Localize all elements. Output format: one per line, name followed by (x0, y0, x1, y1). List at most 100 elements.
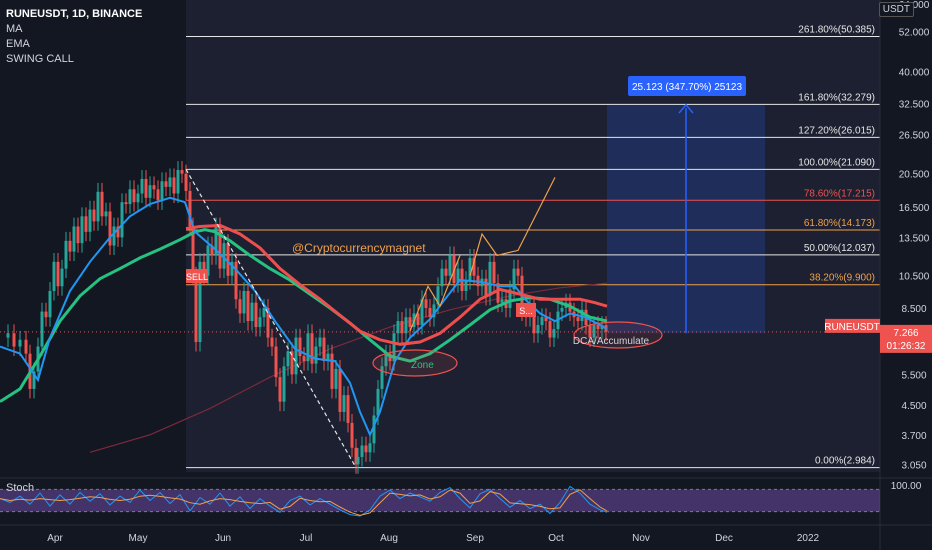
indicator-ema[interactable]: EMA (6, 38, 30, 50)
y-tick-label-13: 3.700 (901, 431, 926, 442)
candle-body (318, 337, 322, 347)
candle-body (576, 317, 580, 322)
current-price-label: 7.266 (893, 328, 918, 339)
candle-body (218, 226, 222, 269)
candle-body (230, 261, 234, 276)
indicator-ma[interactable]: MA (6, 23, 23, 35)
y-tick-label-2: 40.000 (899, 68, 930, 79)
y-tick-label-0: 64.000 (899, 0, 930, 11)
candle-body (60, 268, 64, 287)
candle-body (156, 189, 160, 201)
stoch-axis-label: 100.00 (891, 481, 922, 492)
symbol-badge-box (825, 318, 880, 333)
candle-body (432, 304, 436, 318)
candle-body (368, 443, 372, 453)
candle-body (242, 290, 246, 314)
fib-label-7: 38.20%(9.900) (809, 273, 875, 284)
ema-green-line (0, 228, 608, 403)
candle-body (338, 368, 342, 412)
candle-body (552, 329, 556, 338)
candle-body (100, 191, 104, 217)
candle-body (136, 193, 140, 203)
candle-body (258, 317, 262, 328)
candle-body (392, 333, 396, 362)
symbol-title[interactable]: RUNEUSDT, 1D, BINANCE (6, 8, 143, 20)
candle-body (496, 283, 500, 303)
symbol-badge: RUNEUSDT (824, 322, 880, 333)
candle-body (140, 178, 144, 194)
measure-label-box (628, 76, 746, 96)
candle-body (222, 243, 226, 269)
zone-label: Zone (411, 360, 434, 371)
y-tick-label-11: 5.500 (901, 370, 926, 381)
candle-body (360, 445, 364, 457)
stoch-label[interactable]: Stoch (6, 482, 35, 494)
candle-body (342, 395, 346, 412)
candle-body (32, 371, 36, 389)
candle-body (274, 346, 278, 378)
watermark-text: @Cryptocurrencymagnet (292, 241, 426, 255)
candle-body (322, 337, 326, 362)
current-price-box (880, 324, 932, 353)
candle-body (80, 216, 84, 244)
candle-body (408, 317, 412, 328)
stoch-band (0, 489, 880, 512)
candle-body (120, 202, 124, 238)
candle-body (372, 415, 376, 444)
candle-body (68, 240, 72, 252)
candle-body (536, 325, 540, 334)
candle-body (508, 289, 512, 308)
candle-body (384, 353, 388, 367)
x-tick-label-8: Dec (715, 533, 733, 544)
candle-body (88, 209, 92, 232)
zone-ellipse (372, 349, 458, 377)
candle-body (250, 302, 254, 322)
stoch-k-line (0, 485, 608, 517)
candle-body (380, 366, 384, 389)
candle-body (202, 261, 206, 276)
x-tick-label-1: May (129, 533, 148, 544)
price-axis-bg (880, 0, 932, 550)
candle-body (298, 337, 302, 357)
candle-body (448, 255, 452, 276)
candle-body (588, 325, 592, 338)
x-tick-label-2: Jun (215, 533, 231, 544)
y-tick-label-3: 32.500 (899, 99, 930, 110)
fib-label-8: 0.00%(2.984) (815, 456, 875, 467)
y-tick-label-9: 8.500 (901, 304, 926, 315)
y-tick-label-8: 10.500 (899, 272, 930, 283)
candle-body (148, 185, 152, 198)
candle-body (176, 169, 180, 194)
candle-body (194, 275, 198, 342)
y-tick-label-4: 26.500 (899, 131, 930, 142)
candle-body (424, 299, 428, 308)
y-tick-label-14: 3.050 (901, 460, 926, 471)
candle-body (440, 268, 444, 287)
candle-body (238, 299, 242, 314)
ema-blue-line (0, 196, 608, 438)
candle-body (544, 317, 548, 322)
candle-body (278, 377, 282, 402)
candle-body (96, 191, 100, 222)
candle-body (226, 243, 230, 276)
candle-body (356, 456, 360, 465)
candle-body (180, 169, 184, 174)
candle-body (376, 388, 380, 416)
candle-body (18, 339, 22, 347)
candle-body (84, 216, 88, 232)
indicator-swing-call[interactable]: SWING CALL (6, 53, 74, 65)
x-tick-label-3: Jul (300, 533, 313, 544)
candle-body (512, 268, 516, 290)
candle-body (294, 337, 298, 375)
candle-body (592, 325, 596, 338)
candle-body (444, 268, 448, 276)
currency-toggle[interactable]: USDT (878, 2, 914, 17)
candle-body (44, 311, 48, 318)
dca-label: DCA/Accumulate (573, 336, 650, 347)
candle-body (206, 245, 210, 276)
candle-body (56, 261, 60, 287)
sell-tag-2-box (516, 303, 536, 317)
candle-body (548, 321, 552, 338)
candle-body (160, 181, 164, 201)
